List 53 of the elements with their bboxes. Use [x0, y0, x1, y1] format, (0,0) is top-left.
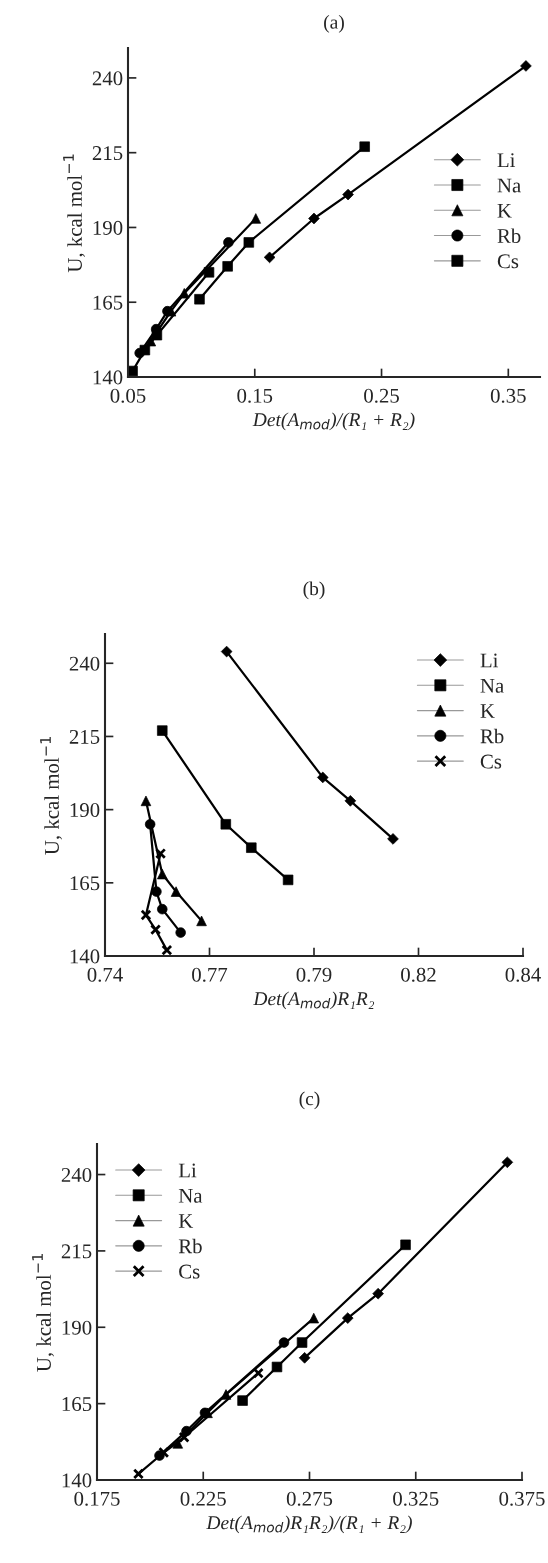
x-axis-title: Det(A$_{mod}$)/(R₁ + R₂) — [252, 412, 415, 431]
y-tick-label: 240 — [92, 71, 123, 86]
legend-label: Rb — [497, 228, 521, 244]
legend-label: Cs — [480, 754, 502, 769]
legend-label: Cs — [497, 254, 519, 269]
legend-label: Na — [178, 1188, 203, 1203]
legend-label: Rb — [480, 728, 504, 744]
chart-title: (b) — [303, 581, 325, 600]
x-tick-label: 0.79 — [296, 967, 332, 982]
x-tick-label: 0.05 — [110, 388, 146, 403]
y-tick-label: 190 — [62, 1320, 92, 1335]
x-tick-label: 0.82 — [401, 967, 436, 982]
y-axis-title: U, kcal mol$^{−1}$ — [40, 736, 62, 855]
legend-label: K — [178, 1214, 194, 1228]
x-tick-label: 0.35 — [490, 388, 526, 403]
legend-label: Li — [497, 153, 516, 168]
legend-label: Na — [497, 178, 521, 193]
x-tick-label: 0.15 — [237, 388, 273, 403]
y-tick-label: 140 — [62, 1473, 92, 1488]
y-tick-label: 140 — [70, 949, 100, 964]
legend-label: Li — [178, 1163, 197, 1178]
x-tick-label: 0.225 — [180, 1491, 226, 1506]
y-tick-label: 215 — [61, 1244, 92, 1259]
x-tick-label: 0.375 — [499, 1491, 545, 1506]
y-tick-label: 240 — [61, 1167, 92, 1182]
y-tick-label: 190 — [93, 220, 123, 235]
x-axis-title: Det(A$_{mod}$)R₁R₂ — [253, 991, 375, 1010]
chart-title: (a) — [324, 15, 344, 33]
x-tick-label: 0.74 — [87, 967, 123, 982]
y-tick-label: 165 — [70, 876, 100, 891]
y-tick-label: 190 — [70, 803, 100, 818]
x-tick-label: 0.325 — [393, 1491, 439, 1506]
legend-label: K — [480, 704, 495, 718]
x-tick-label: 0.84 — [505, 967, 541, 982]
x-axis-title: Det(A$_{mod}$)R₁R₂)/(R₁ + R₂) — [206, 1515, 412, 1534]
y-tick-label: 165 — [62, 1397, 92, 1412]
legend-label: Na — [480, 678, 504, 693]
y-axis-title: U, kcal mol$^{−1}$ — [32, 1253, 54, 1372]
x-tick-label: 0.275 — [286, 1491, 333, 1506]
x-tick-label: 0.25 — [364, 388, 399, 403]
y-tick-label: 215 — [69, 729, 100, 744]
y-tick-label: 165 — [93, 295, 123, 310]
y-tick-label: 240 — [69, 656, 100, 671]
legend-label: Cs — [179, 1264, 200, 1279]
y-tick-label: 215 — [92, 146, 123, 161]
legend-label: K — [497, 203, 512, 218]
x-tick-label: 0.77 — [192, 967, 228, 982]
y-tick-label: 140 — [93, 370, 123, 385]
y-axis-title: U, kcal mol$^{−1}$ — [63, 154, 85, 273]
legend-label: Rb — [178, 1238, 202, 1254]
legend-label: Li — [480, 653, 499, 668]
chart-title: (c) — [299, 1091, 320, 1110]
x-tick-label: 0.175 — [74, 1491, 120, 1506]
